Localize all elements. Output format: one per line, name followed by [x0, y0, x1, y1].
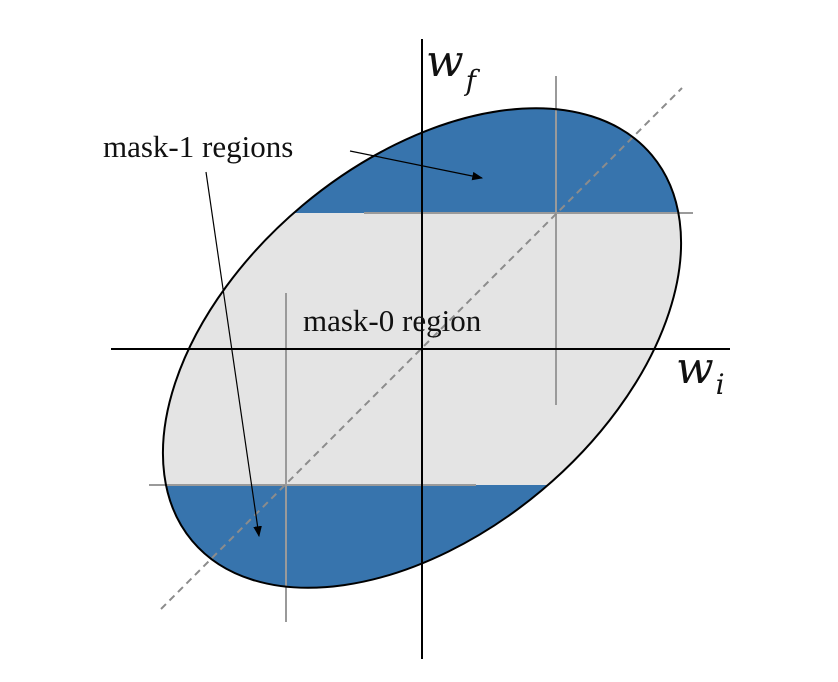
x-axis-label-main: w: [676, 343, 714, 394]
arrow-to-top-region: [349, 150, 484, 181]
y-axis-label: wf: [426, 36, 481, 97]
diagonal-dashed-line: [160, 87, 683, 610]
arrow-to-bottom-region: [205, 171, 262, 538]
ellipse-outline: [161, 107, 683, 589]
mask1-regions-label: mask-1 regions: [103, 129, 293, 164]
y-axis-label-main: w: [426, 36, 464, 87]
y-axis-label-sub: f: [464, 64, 481, 97]
mask1-region-bottom: [72, 485, 772, 682]
mask1-region-top: [72, 12, 772, 213]
x-axis-label-sub: i: [716, 368, 725, 401]
mask0-region-label: mask-0 region: [303, 303, 482, 338]
x-axis-label: wi: [676, 343, 725, 401]
